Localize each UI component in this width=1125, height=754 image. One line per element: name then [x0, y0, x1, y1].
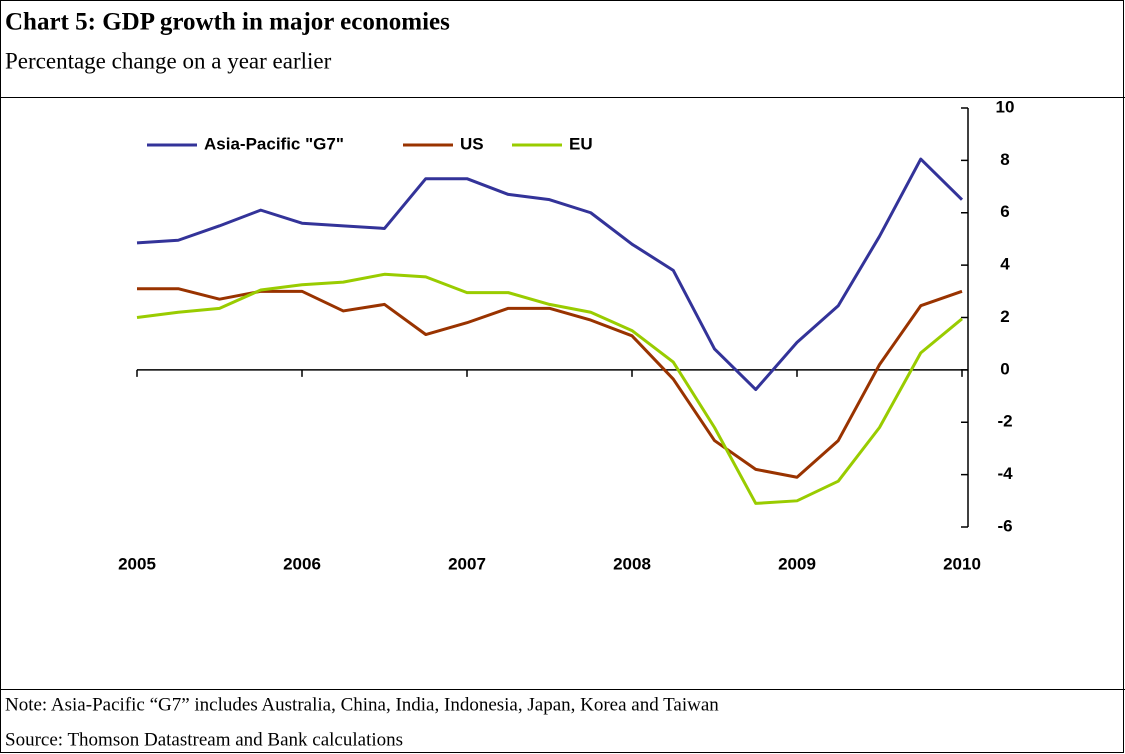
- y-tick-label: -2: [997, 412, 1012, 431]
- y-tick-label: 6: [1000, 202, 1009, 221]
- series-line: [136, 272, 963, 505]
- source: Source: Thomson Datastream and Bank calc…: [5, 729, 403, 750]
- legend-label: Asia-Pacific "G7": [204, 134, 344, 153]
- x-tick-label: 2007: [448, 554, 486, 573]
- y-tick-label: -6: [997, 516, 1012, 535]
- x-tick-label: 2005: [118, 554, 156, 573]
- y-tick-label: 10: [996, 97, 1015, 116]
- series-line: [137, 287, 963, 479]
- y-tick-label: 2: [1000, 307, 1009, 326]
- x-tick-label: 2009: [778, 554, 816, 573]
- x-tick-label: 2010: [943, 554, 981, 573]
- y-tick-label: 0: [1000, 359, 1009, 378]
- y-tick-label: -4: [997, 464, 1013, 483]
- x-tick-label: 2006: [283, 554, 321, 573]
- chart-subtitle: Percentage change on a year earlier: [5, 48, 332, 73]
- series-line: [136, 157, 964, 392]
- legend-label: US: [460, 134, 484, 153]
- y-tick-label: 4: [1000, 255, 1010, 274]
- legend-label: EU: [569, 134, 593, 153]
- note: Note: Asia-Pacific “G7” includes Austral…: [5, 694, 719, 715]
- x-tick-label: 2008: [613, 554, 651, 573]
- chart-title: Chart 5: GDP growth in major economies: [5, 9, 450, 36]
- y-tick-label: 8: [1000, 150, 1009, 169]
